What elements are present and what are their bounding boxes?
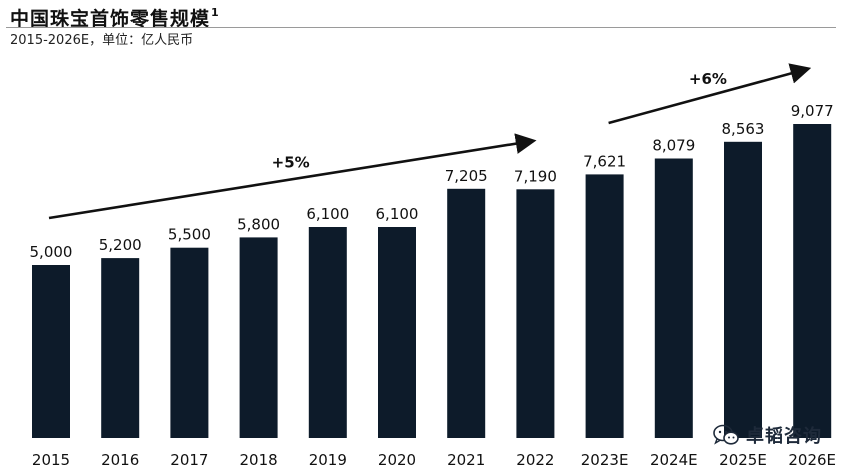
bar: [724, 141, 762, 439]
chart-subtitle: 2015-2026E，单位：亿人民币: [10, 33, 194, 48]
growth-rate-label: +6%: [689, 70, 727, 88]
bar: [170, 247, 209, 438]
bars-layer: 5,000 2015 5,200 2016 5,500 2017 5,800 2018 6,10…: [30, 102, 837, 469]
bar: [32, 265, 70, 438]
bar: [654, 158, 693, 438]
chart-title: 中国珠宝首饰零售规模1: [10, 4, 220, 31]
growth-rate-label: +5%: [272, 154, 310, 172]
x-tick-label: 2020: [378, 451, 416, 469]
bar-value-label: 6,100: [376, 205, 419, 223]
bar-value-label: 8,079: [652, 137, 695, 155]
bar-value-label: 9,077: [791, 102, 834, 120]
x-tick-label: 2016: [101, 451, 139, 469]
bar: [239, 237, 278, 438]
title-divider: [6, 27, 836, 28]
trend-arrow: [48, 133, 537, 220]
bar: [447, 188, 486, 438]
chart-title-text: 中国珠宝首饰零售规模: [10, 8, 211, 30]
watermark: 卓韬咨询: [712, 420, 822, 450]
x-tick-label: 2026E: [788, 451, 836, 469]
x-tick-label: 2025E: [719, 451, 767, 469]
bar-value-label: 7,621: [583, 152, 626, 170]
wechat-icon: [713, 424, 739, 445]
x-tick-label: 2018: [240, 451, 278, 469]
bar: [378, 227, 416, 438]
bar: [308, 227, 347, 438]
x-tick-label: 2017: [170, 451, 208, 469]
bar-value-label: 5,000: [30, 243, 73, 261]
bar-value-label: 5,500: [168, 226, 211, 244]
x-tick-label: 2019: [309, 451, 347, 469]
watermark-text: 卓韬咨询: [746, 426, 822, 447]
bar: [101, 258, 140, 438]
bar-value-label: 6,100: [306, 205, 349, 223]
bar: [516, 189, 555, 438]
title-footnote: 1: [211, 6, 220, 19]
bar-value-label: 7,190: [514, 167, 557, 185]
x-tick-label: 2024E: [650, 451, 698, 469]
x-tick-label: 2022: [516, 451, 554, 469]
x-tick-label: 2015: [32, 451, 70, 469]
x-tick-label: 2023E: [581, 451, 629, 469]
bar: [793, 124, 832, 438]
bar: [585, 174, 624, 438]
trend-arrow: [608, 63, 812, 125]
bar-value-label: 7,205: [445, 167, 488, 185]
bar-value-label: 5,200: [99, 236, 142, 254]
bar-value-label: 5,800: [237, 215, 280, 233]
annotations-layer: +5% +6%: [48, 63, 812, 220]
bar-value-label: 8,563: [722, 120, 765, 138]
x-tick-label: 2021: [447, 451, 485, 469]
